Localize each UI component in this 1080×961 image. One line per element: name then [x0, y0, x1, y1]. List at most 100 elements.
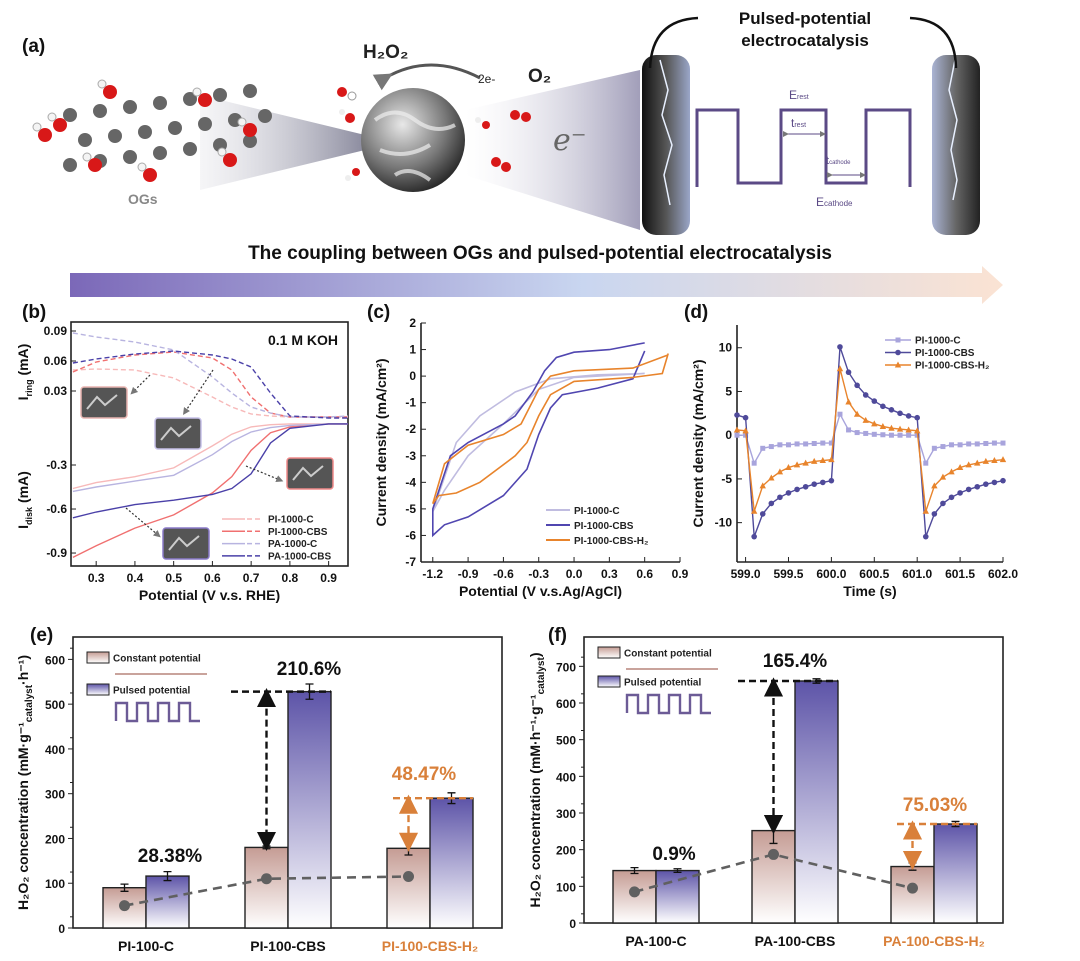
data-point: [923, 460, 929, 466]
data-point: [828, 477, 835, 484]
data-point: [905, 413, 912, 419]
data-point: [983, 481, 989, 487]
o2-label: O₂: [528, 66, 551, 87]
data-point: [733, 426, 741, 433]
x-axis-label: Potential (V v.s.Ag/AgCl): [459, 583, 622, 599]
data-point: [802, 483, 809, 490]
legend-label: PA-1000-CBS: [268, 551, 331, 562]
data-point: [751, 533, 757, 540]
panel-f-bar-chart: (f) 0 100 200 300 400 500 600 700 H₂O₂ concentrat…: [527, 625, 1004, 949]
percent-increase-label: 210.6%: [277, 659, 342, 680]
electrode-right-icon: [932, 55, 980, 235]
x-tick-label: 0.6: [204, 571, 221, 585]
data-point: [895, 349, 901, 356]
ring-y-axis-label: Iring (mA): [15, 344, 34, 401]
y-axis-label: Current density (mA/cm²): [690, 359, 706, 527]
oxygen-atom-icon: [143, 168, 157, 182]
data-point: [751, 460, 757, 466]
data-point: [777, 442, 783, 448]
pulsed-bar: [794, 680, 839, 924]
inset-pointer-arrow: [130, 374, 151, 395]
hydrogen-atom-icon: [217, 147, 227, 157]
gradient-arrow: [70, 266, 1003, 304]
data-point: [794, 441, 800, 447]
data-point: [871, 431, 877, 437]
percent-increase-label: 75.03%: [903, 795, 968, 816]
data-point: [906, 432, 912, 438]
data-point: [742, 427, 749, 434]
pulse-waveform: [695, 108, 912, 187]
error-bar: [120, 883, 129, 892]
data-point: [880, 432, 886, 438]
data-point: [895, 337, 901, 343]
y-tick-label: -3: [405, 449, 416, 463]
carbon-atom-icon: [138, 125, 152, 139]
y-tick-label: 2: [409, 316, 416, 330]
data-point: [931, 482, 938, 489]
x-tick-label: 0.0: [566, 567, 583, 581]
data-point: [793, 461, 801, 468]
carbon-atom-icon: [243, 134, 257, 148]
y-tick-label: -2: [405, 422, 416, 436]
pulsed-title-line1: Pulsed-potential: [739, 9, 871, 28]
two-electron-label: 2e-: [478, 72, 495, 86]
hydrogen-atom-icon: [82, 152, 92, 162]
y-axis-label: H₂O₂ concentration (mM·g⁻¹catalyst·h⁻¹): [15, 655, 35, 910]
y-axis-label: H₂O₂ concentration (mM·h⁻¹·g⁻¹catalyst): [527, 652, 547, 907]
x-tick-label: 0.9: [672, 567, 689, 581]
constant-bar: [386, 847, 431, 929]
data-point: [931, 445, 937, 451]
y-tick-label: 200: [45, 832, 65, 846]
data-point: [811, 457, 818, 464]
data-point: [957, 490, 963, 496]
category-label: PA-100-CBS-H₂: [883, 933, 985, 949]
y-tick-label: -5: [721, 472, 732, 486]
trend-point: [629, 886, 640, 898]
data-point: [999, 456, 1007, 463]
disk-y-tick-label: -0.3: [46, 458, 67, 472]
data-point: [888, 407, 895, 413]
reaction-arrow-icon: [372, 63, 481, 91]
trend-point: [907, 882, 918, 894]
constant-bar: [244, 846, 289, 929]
y-tick-label: -10: [715, 516, 733, 530]
category-label: PI-100-CBS: [250, 938, 325, 954]
x-tick-label: 0.5: [165, 571, 182, 585]
plot-frame: [70, 321, 349, 567]
disk-y-tick-label: -0.6: [46, 502, 67, 516]
trend-dashed-line: [124, 875, 409, 907]
data-point: [974, 441, 980, 447]
x-axis-label: Potential (V v.s. RHE): [139, 587, 280, 603]
y-tick-label: 400: [556, 770, 576, 784]
data-point: [785, 490, 792, 496]
data-point: [845, 398, 852, 405]
cv-curve: [432, 353, 669, 505]
x-tick-label: -0.6: [493, 567, 514, 581]
y-tick-label: 300: [556, 807, 576, 821]
x-tick-label: 600.5: [859, 567, 889, 581]
data-point: [897, 432, 903, 438]
x-tick-label: 0.3: [601, 567, 618, 581]
data-point: [862, 392, 869, 398]
percent-increase-label: 28.38%: [138, 846, 203, 867]
data-point: [1000, 440, 1006, 446]
trend-point: [261, 873, 272, 885]
data-point: [820, 479, 826, 486]
y-tick-label: 500: [45, 698, 65, 712]
carbon-atom-icon: [108, 129, 122, 143]
legend-label: Pulsed potential: [113, 686, 190, 697]
panel-label-f: (f): [548, 625, 567, 646]
data-point: [785, 464, 792, 471]
x-tick-label: 0.9: [320, 571, 337, 585]
ring-y-tick-label: 0.09: [44, 324, 68, 338]
x-tick-label: 600.0: [816, 567, 846, 581]
carbon-atom-icon: [78, 133, 92, 147]
pulsed-bar: [429, 797, 474, 929]
data-point: [760, 445, 766, 451]
error-bar: [673, 868, 682, 874]
data-point: [948, 494, 955, 501]
projection-beam: [465, 70, 640, 230]
y-tick-label: 500: [556, 734, 576, 748]
pulsed-potential-icon: [625, 693, 711, 715]
data-point: [734, 432, 740, 438]
